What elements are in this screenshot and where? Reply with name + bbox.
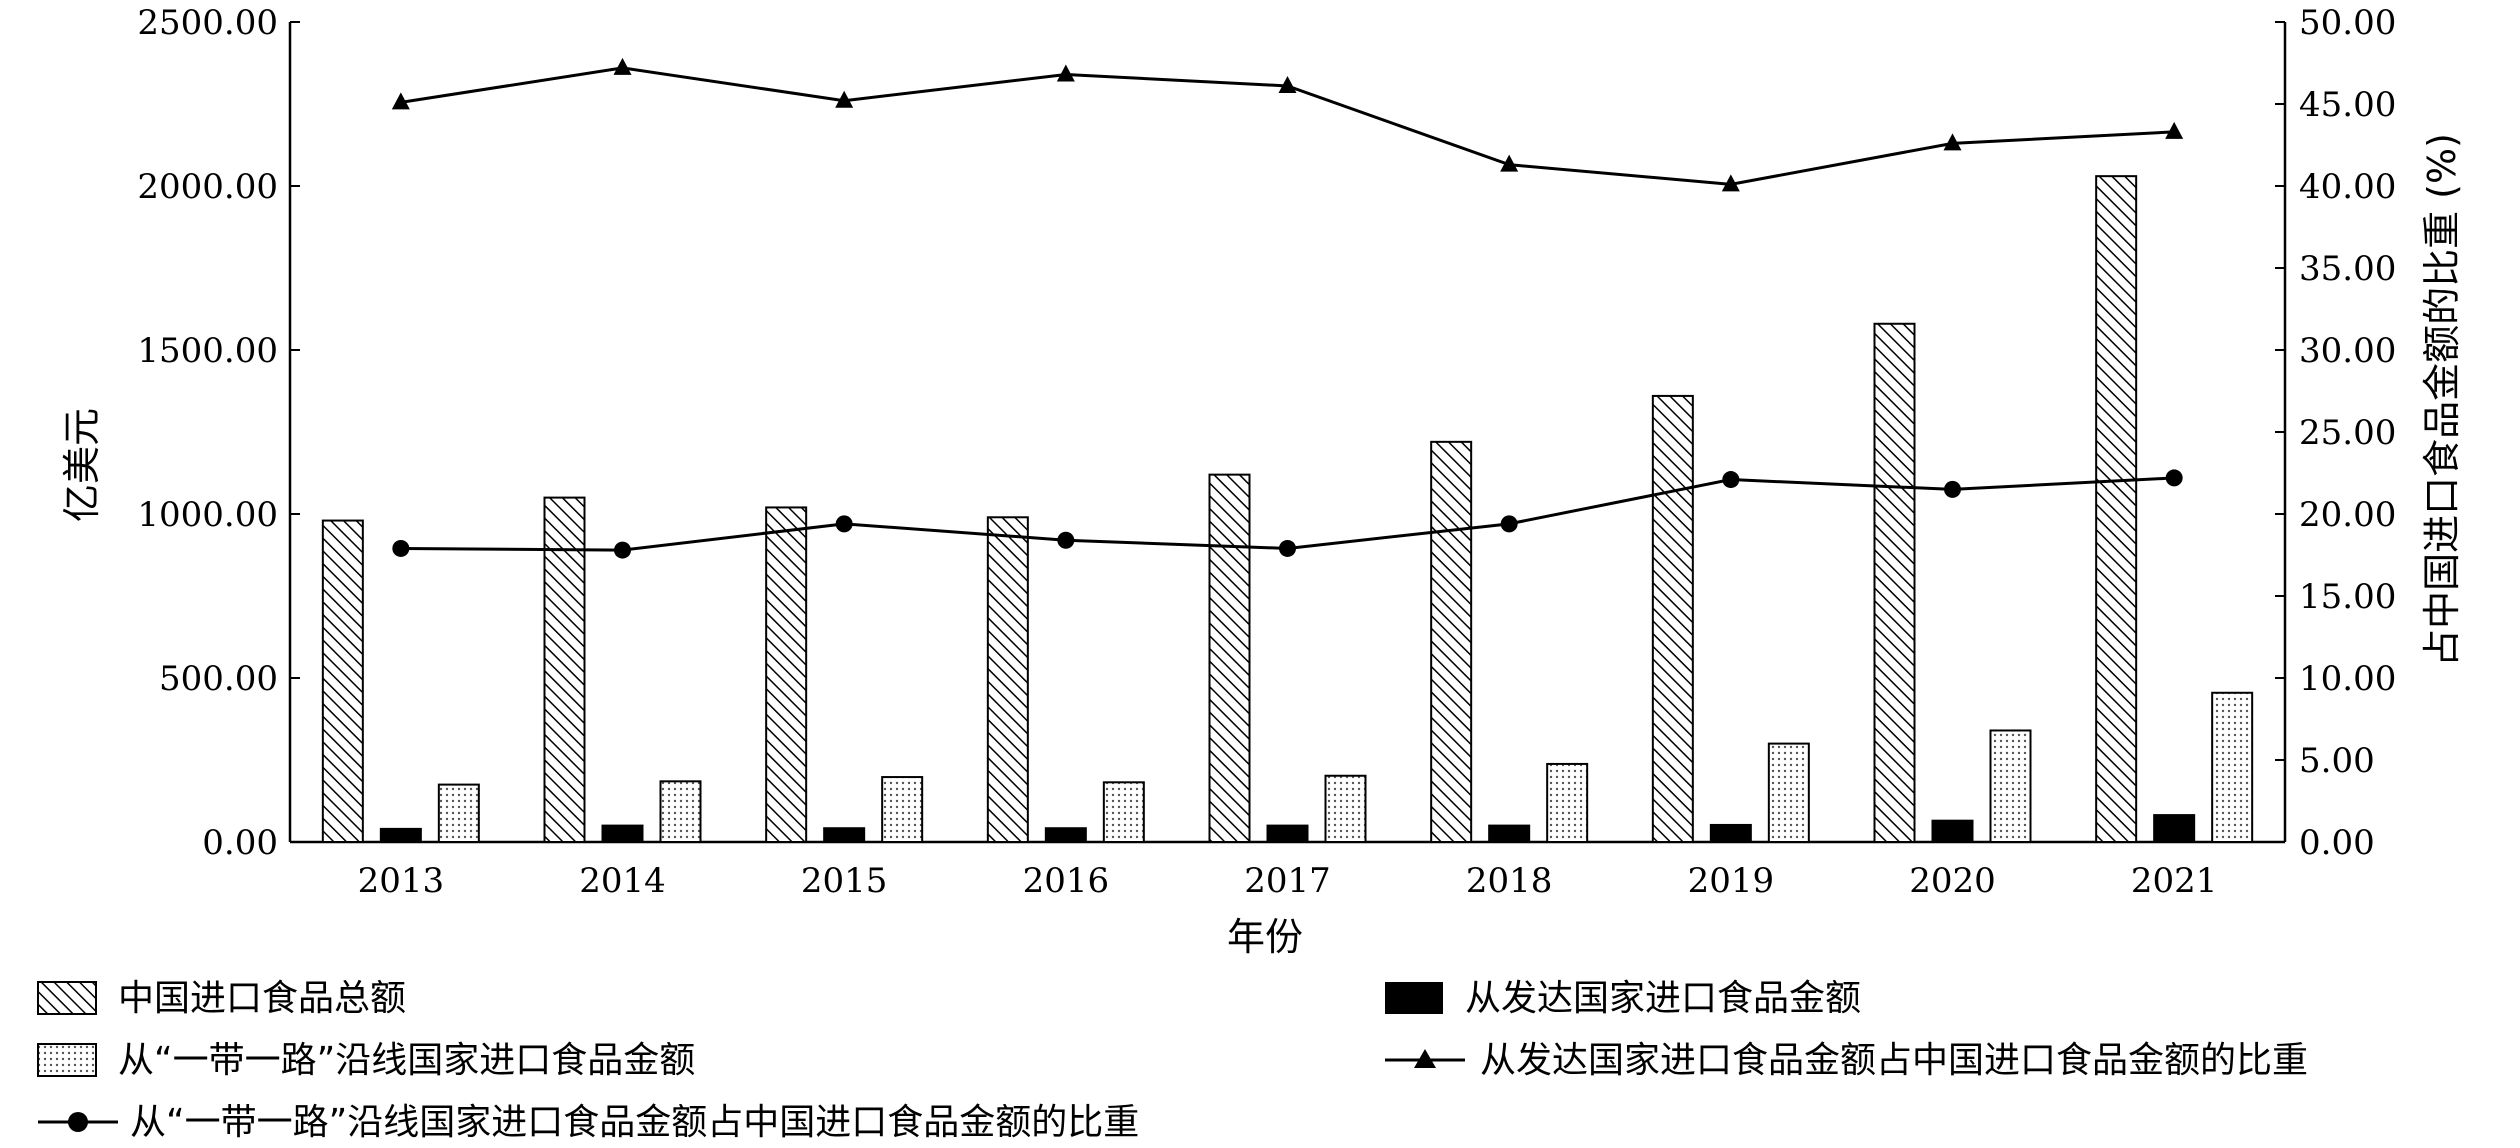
point-circle-2019: [1722, 471, 1740, 489]
bar-hatched-2018: [1430, 440, 1473, 843]
y-tick-label-right: 40.00: [2299, 167, 2396, 207]
point-triangle-2016: [1056, 64, 1075, 82]
legend-label-total: 中国进口食品总额: [118, 978, 406, 1019]
legend-label-developed-share: 从发达国家进口食品金额占中国进口食品金额的比重: [1480, 1040, 2308, 1081]
y-tick-label-right: 15.00: [2299, 577, 2396, 617]
bar-solid-2021: [2153, 814, 2196, 844]
y-tick-label-right: 10.00: [2299, 659, 2396, 699]
y-tick-label-left: 1000.00: [137, 495, 278, 535]
bar-hatched-2021: [2095, 175, 2138, 844]
legend-label-belt-road: 从“一带一路”沿线国家进口食品金额: [118, 1040, 695, 1081]
bar-dotted-2021: [2211, 691, 2254, 844]
labels: 年份 亿美元 占中国进口食品金额的比重 (%): [60, 133, 2464, 959]
bar-hatched-2020: [1873, 322, 1916, 843]
point-triangle-2013: [391, 92, 410, 110]
point-circle-2016: [1057, 531, 1075, 549]
legend-marker-triangle: [1414, 1049, 1436, 1068]
bar-solid-2020: [1931, 819, 1974, 843]
x-tick-label: 2013: [358, 861, 445, 901]
y-tick-label-left: 2000.00: [137, 167, 278, 207]
bar-solid-2018: [1488, 824, 1531, 843]
y-tick-label-right: 45.00: [2299, 85, 2396, 125]
legend-swatch-belt-road: [37, 1043, 97, 1077]
bar-dotted-2019: [1767, 742, 1810, 843]
point-circle-2015: [835, 515, 853, 533]
point-triangle-2015: [835, 90, 854, 108]
x-tick-label: 2014: [579, 861, 666, 901]
bar-dotted-2017: [1324, 774, 1367, 844]
legend-swatch-developed: [1385, 982, 1443, 1014]
legend: 中国进口食品总额 从发达国家进口食品金额 从“一带一路”沿线国家进口食品金额 从…: [37, 978, 2308, 1143]
legend-marker-circle: [68, 1112, 88, 1132]
point-circle-2020: [1944, 480, 1961, 498]
point-triangle-2014: [613, 57, 632, 75]
point-circle-2018: [1500, 515, 1518, 533]
y-tick-label-left: 1500.00: [137, 331, 278, 371]
x-tick-label: 2019: [1688, 861, 1775, 901]
bar-solid-2017: [1266, 824, 1309, 843]
bar-dotted-2020: [1989, 729, 2032, 843]
y-tick-label-left: 500.00: [159, 659, 278, 699]
bar-hatched-2015: [765, 506, 808, 843]
bar-dotted-2016: [1102, 781, 1145, 844]
y-tick-label-left: 2500.00: [137, 3, 278, 43]
point-circle-2013: [392, 539, 410, 557]
bar-dotted-2015: [881, 776, 924, 844]
point-circle-2017: [1279, 539, 1296, 557]
bar-solid-2015: [823, 827, 866, 843]
y-tick-label-right: 0.00: [2299, 823, 2375, 863]
bar-solid-2014: [601, 824, 644, 843]
x-tick-label: 2016: [1023, 861, 1110, 901]
y-tick-label-right: 25.00: [2299, 413, 2396, 453]
point-triangle-2020: [1943, 133, 1962, 151]
lines: [391, 57, 2184, 559]
point-triangle-2021: [2165, 121, 2184, 139]
legend-label-developed: 从发达国家进口食品金额: [1465, 978, 1861, 1019]
bar-hatched-2017: [1208, 473, 1251, 843]
point-circle-2021: [2165, 469, 2183, 487]
y-tick-label-right: 5.00: [2299, 741, 2375, 781]
y-tick-label-right: 20.00: [2299, 495, 2396, 535]
bar-dotted-2018: [1546, 762, 1589, 843]
axes: 0.00 500.00 1000.00 1500.00 2000.00 2500.00 0.…: [137, 3, 2396, 901]
bar-hatched-2019: [1651, 394, 1694, 843]
point-circle-2014: [614, 541, 631, 559]
bar-dotted-2014: [659, 780, 702, 844]
bar-solid-2016: [1044, 827, 1087, 843]
y-tick-label-left: 0.00: [202, 823, 278, 863]
y-axis-title-left: 亿美元: [60, 408, 104, 522]
y-tick-label-right: 50.00: [2299, 3, 2396, 43]
x-tick-label: 2015: [801, 861, 888, 901]
y-axis-title-right: 占中国进口食品金额的比重 (%): [2420, 133, 2464, 667]
point-triangle-2019: [1721, 174, 1740, 192]
x-axis-title: 年份: [1227, 915, 1303, 959]
bar-solid-2013: [379, 827, 422, 844]
x-tick-label: 2017: [1244, 861, 1331, 901]
bars: [321, 175, 2254, 844]
bar-dotted-2013: [437, 783, 480, 843]
y-tick-label-right: 30.00: [2299, 331, 2396, 371]
bar-solid-2019: [1709, 823, 1752, 843]
x-tick-label: 2021: [2131, 861, 2218, 901]
bar-hatched-2013: [321, 519, 364, 843]
point-triangle-2017: [1278, 75, 1297, 93]
x-tick-label: 2020: [1909, 861, 1996, 901]
y-tick-label-right: 35.00: [2299, 249, 2396, 289]
bar-hatched-2016: [986, 516, 1029, 844]
point-triangle-2018: [1500, 154, 1519, 172]
legend-swatch-total: [37, 981, 97, 1015]
legend-label-belt-road-share: 从“一带一路”沿线国家进口食品金额占中国进口食品金额的比重: [130, 1102, 1139, 1143]
x-tick-label: 2018: [1466, 861, 1553, 901]
bar-hatched-2014: [543, 496, 586, 843]
